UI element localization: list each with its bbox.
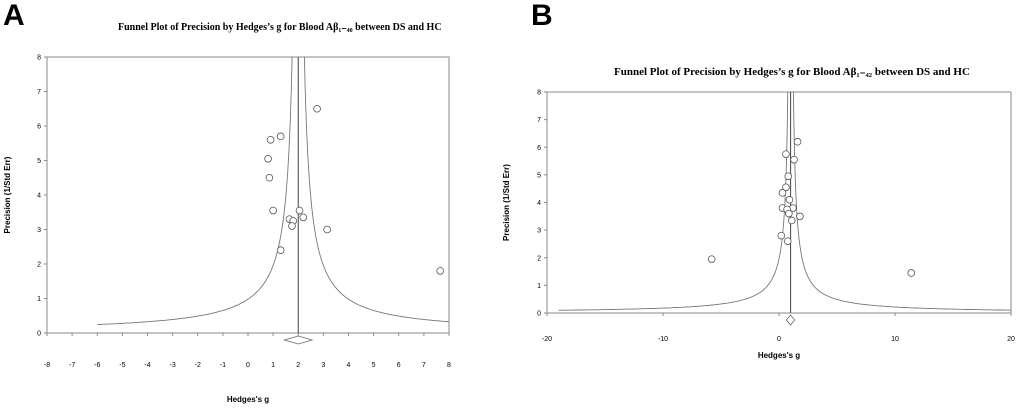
x-tick-label-a: 3 bbox=[321, 362, 325, 369]
study-point-a bbox=[313, 104, 321, 113]
summary-diamond-a bbox=[282, 335, 314, 345]
plot-frame-b bbox=[546, 91, 1012, 314]
y-tick-label-b: 0 bbox=[537, 311, 541, 318]
panel-label-b: B bbox=[531, 0, 553, 32]
x-tick-label-a: 6 bbox=[397, 362, 401, 369]
study-point-a bbox=[295, 206, 304, 215]
study-point-a bbox=[436, 267, 445, 275]
x-tick-label-a: -1 bbox=[220, 362, 226, 369]
y-tick-label-a: 5 bbox=[37, 158, 41, 165]
x-tick-label-a: -8 bbox=[44, 362, 50, 369]
y-tick-label-a: 4 bbox=[37, 193, 41, 200]
x-tick-label-b: 0 bbox=[777, 336, 781, 343]
study-point-a bbox=[266, 136, 275, 144]
y-tick-label-b: 1 bbox=[537, 283, 541, 290]
funnel-left-b bbox=[558, 91, 789, 311]
study-point-b bbox=[783, 237, 792, 245]
y-tick-label-b: 7 bbox=[537, 117, 541, 124]
funnel-left-a bbox=[97, 56, 293, 325]
study-point-a bbox=[323, 225, 331, 234]
x-tick-label-a: 5 bbox=[372, 362, 376, 369]
x-axis-label-b: Hedges's g bbox=[758, 351, 800, 360]
y-tick-label-a: 0 bbox=[37, 331, 41, 338]
study-point-b bbox=[785, 195, 794, 204]
y-tick-label-a: 8 bbox=[37, 55, 41, 62]
y-tick-label-a: 3 bbox=[37, 227, 41, 234]
study-point-a bbox=[269, 206, 277, 215]
study-point-b bbox=[787, 216, 796, 225]
x-tick-label-a: 7 bbox=[422, 362, 426, 369]
y-axis-label-b: Precision (1/Std Err) bbox=[502, 164, 511, 241]
y-axis-label-a: Precision (1/Std Err) bbox=[3, 156, 12, 233]
y-tick-label-b: 6 bbox=[537, 145, 541, 152]
x-tick-label-a: -4 bbox=[144, 362, 150, 369]
x-tick-label-a: 8 bbox=[447, 362, 451, 369]
y-tick-label-a: 2 bbox=[37, 262, 41, 269]
study-point-b bbox=[778, 189, 787, 197]
study-point-b bbox=[907, 269, 916, 277]
y-tick-label-a: 1 bbox=[37, 296, 41, 303]
study-point-a bbox=[299, 213, 308, 222]
study-point-a bbox=[265, 173, 274, 182]
study-point-b bbox=[782, 183, 790, 192]
x-tick-label-a: -5 bbox=[119, 362, 125, 369]
x-tick-label-b: -20 bbox=[542, 336, 552, 343]
funnel-right-a bbox=[303, 56, 450, 323]
x-tick-label-a: -2 bbox=[195, 362, 201, 369]
summary-diamond-b bbox=[785, 314, 796, 326]
study-point-b bbox=[782, 150, 790, 158]
chart-a-title: Funnel Plot of Precision by Hedges’s g f… bbox=[118, 22, 442, 33]
chart-b-title: Funnel Plot of Precision by Hedges’s g f… bbox=[614, 66, 970, 78]
y-tick-label-b: 2 bbox=[537, 255, 541, 262]
y-tick-label-b: 5 bbox=[537, 172, 541, 179]
y-tick-label-a: 6 bbox=[37, 124, 41, 131]
x-tick-label-b: 10 bbox=[891, 336, 899, 343]
study-point-a bbox=[276, 246, 285, 255]
x-tick-label-a: -3 bbox=[170, 362, 176, 369]
study-point-b bbox=[777, 231, 786, 240]
study-point-b bbox=[793, 137, 802, 146]
study-point-b bbox=[785, 209, 793, 218]
study-point-a bbox=[276, 132, 285, 141]
x-tick-label-a: -7 bbox=[69, 362, 75, 369]
study-point-a bbox=[264, 154, 272, 163]
study-point-b bbox=[796, 212, 804, 221]
y-tick-label-a: 7 bbox=[37, 89, 41, 96]
x-tick-label-a: 1 bbox=[271, 362, 275, 369]
x-axis-label-a: Hedges's g bbox=[227, 395, 269, 404]
x-tick-label-a: 0 bbox=[246, 362, 250, 369]
x-tick-label-a: 2 bbox=[296, 362, 300, 369]
y-tick-label-b: 8 bbox=[537, 90, 541, 97]
x-tick-label-a: 4 bbox=[347, 362, 351, 369]
study-point-b bbox=[784, 172, 793, 181]
x-tick-label-a: -6 bbox=[94, 362, 100, 369]
funnel-right-b bbox=[792, 91, 1012, 311]
study-point-a bbox=[288, 222, 296, 230]
panel-label-a: A bbox=[3, 0, 25, 32]
study-point-b bbox=[707, 255, 716, 263]
study-point-b bbox=[790, 155, 798, 164]
x-tick-label-b: 20 bbox=[1007, 336, 1015, 343]
x-tick-label-b: -10 bbox=[658, 336, 668, 343]
plot-frame-a bbox=[46, 56, 450, 334]
y-tick-label-b: 3 bbox=[537, 228, 541, 235]
y-tick-label-b: 4 bbox=[537, 200, 541, 207]
